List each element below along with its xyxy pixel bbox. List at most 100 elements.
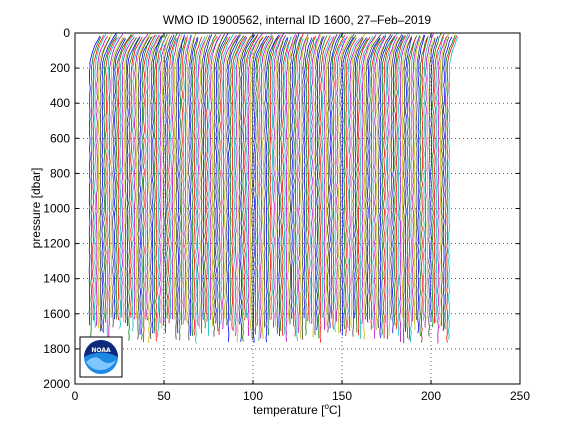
profile-line	[439, 33, 449, 328]
profile-line	[417, 34, 425, 334]
profile-line	[99, 37, 111, 332]
profile-line	[406, 35, 418, 339]
profile-line	[128, 37, 141, 341]
profile-line	[330, 33, 344, 319]
profile-line	[175, 36, 185, 340]
profile-line	[133, 33, 149, 320]
chart-title: WMO ID 1900562, internal ID 1600, 27–Feb…	[163, 13, 431, 27]
profile-line	[368, 38, 381, 320]
profile-line	[388, 36, 400, 336]
profile-line	[211, 36, 224, 327]
profile-line	[256, 35, 270, 326]
profile-line	[263, 37, 274, 328]
profile-line	[104, 37, 118, 323]
profile-line	[195, 36, 206, 344]
profile-line	[446, 35, 458, 343]
profile-line	[413, 36, 422, 331]
profile-line	[180, 35, 188, 326]
profile-line	[247, 33, 264, 337]
profile-line	[229, 35, 245, 321]
profile-lines	[88, 32, 459, 344]
profile-line	[386, 36, 398, 340]
profile-line	[310, 34, 320, 324]
y-tick-label: 1800	[43, 342, 70, 356]
profile-line	[209, 34, 222, 320]
profile-line	[151, 34, 163, 334]
profile-line	[441, 36, 450, 327]
profile-line	[142, 34, 156, 343]
profile-line	[377, 33, 392, 329]
profile-line	[357, 36, 371, 336]
profile-line	[345, 37, 357, 337]
profile-line	[110, 36, 124, 318]
profile-line	[309, 37, 318, 324]
profile-line	[292, 36, 302, 327]
profile-line	[160, 34, 170, 329]
profile-line	[291, 33, 300, 319]
profile-line	[397, 33, 409, 336]
profile-line	[361, 34, 377, 325]
profile-line	[375, 35, 391, 331]
profile-line	[403, 35, 413, 344]
profile-line	[231, 35, 247, 330]
profile-line	[294, 33, 304, 337]
profile-line	[238, 34, 254, 325]
profile-line	[412, 35, 420, 322]
x-tick-label: 100	[243, 389, 263, 403]
logo-wave	[86, 357, 116, 371]
logo-upper	[84, 340, 118, 357]
profile-line	[422, 35, 432, 321]
profile-line	[245, 37, 260, 319]
profile-line	[224, 33, 241, 319]
profile-line	[119, 34, 134, 329]
profile-line	[395, 35, 407, 330]
profile-line	[384, 33, 398, 324]
profile-line	[159, 38, 169, 324]
profile-line	[365, 33, 382, 320]
profile-line	[103, 34, 118, 333]
profile-line	[334, 37, 346, 332]
profile-line	[348, 36, 363, 331]
profile-line	[213, 33, 226, 337]
profile-line	[352, 38, 364, 337]
x-tick-label: 200	[421, 389, 441, 403]
y-tick-label: 600	[50, 131, 70, 145]
profile-line	[112, 37, 125, 328]
profile-line	[265, 34, 280, 343]
profile-line	[171, 33, 181, 320]
profile-line	[341, 36, 354, 336]
profile-line	[435, 36, 445, 323]
profile-line	[428, 38, 436, 337]
profile-line	[399, 34, 411, 342]
noaa-logo: NOAA	[79, 336, 123, 378]
profile-line	[381, 36, 395, 336]
profile-line	[448, 36, 459, 340]
profile-line	[93, 33, 107, 328]
profile-line	[115, 34, 132, 320]
profile-line	[350, 33, 366, 328]
profile-line	[363, 36, 376, 340]
profile-line	[169, 37, 178, 319]
profile-line	[236, 34, 253, 343]
profile-line	[97, 33, 113, 329]
profile-line	[394, 35, 405, 326]
profile-line	[124, 37, 137, 324]
profile-line	[305, 36, 315, 336]
profile-line	[318, 35, 328, 339]
profile-line	[126, 36, 141, 327]
profile-line	[325, 36, 337, 327]
profile-line	[287, 36, 297, 323]
profile-line	[262, 36, 274, 339]
profile-line	[130, 36, 143, 318]
profile-line	[206, 36, 218, 322]
profile-line	[327, 34, 338, 333]
profile-line	[155, 33, 168, 342]
profile-line	[243, 35, 259, 321]
profile-line	[354, 37, 367, 319]
profile-line	[222, 35, 238, 330]
profile-line	[106, 36, 120, 340]
x-axis-title-sup: o	[324, 402, 329, 411]
profile-line	[372, 34, 387, 329]
profile-line	[189, 37, 198, 336]
